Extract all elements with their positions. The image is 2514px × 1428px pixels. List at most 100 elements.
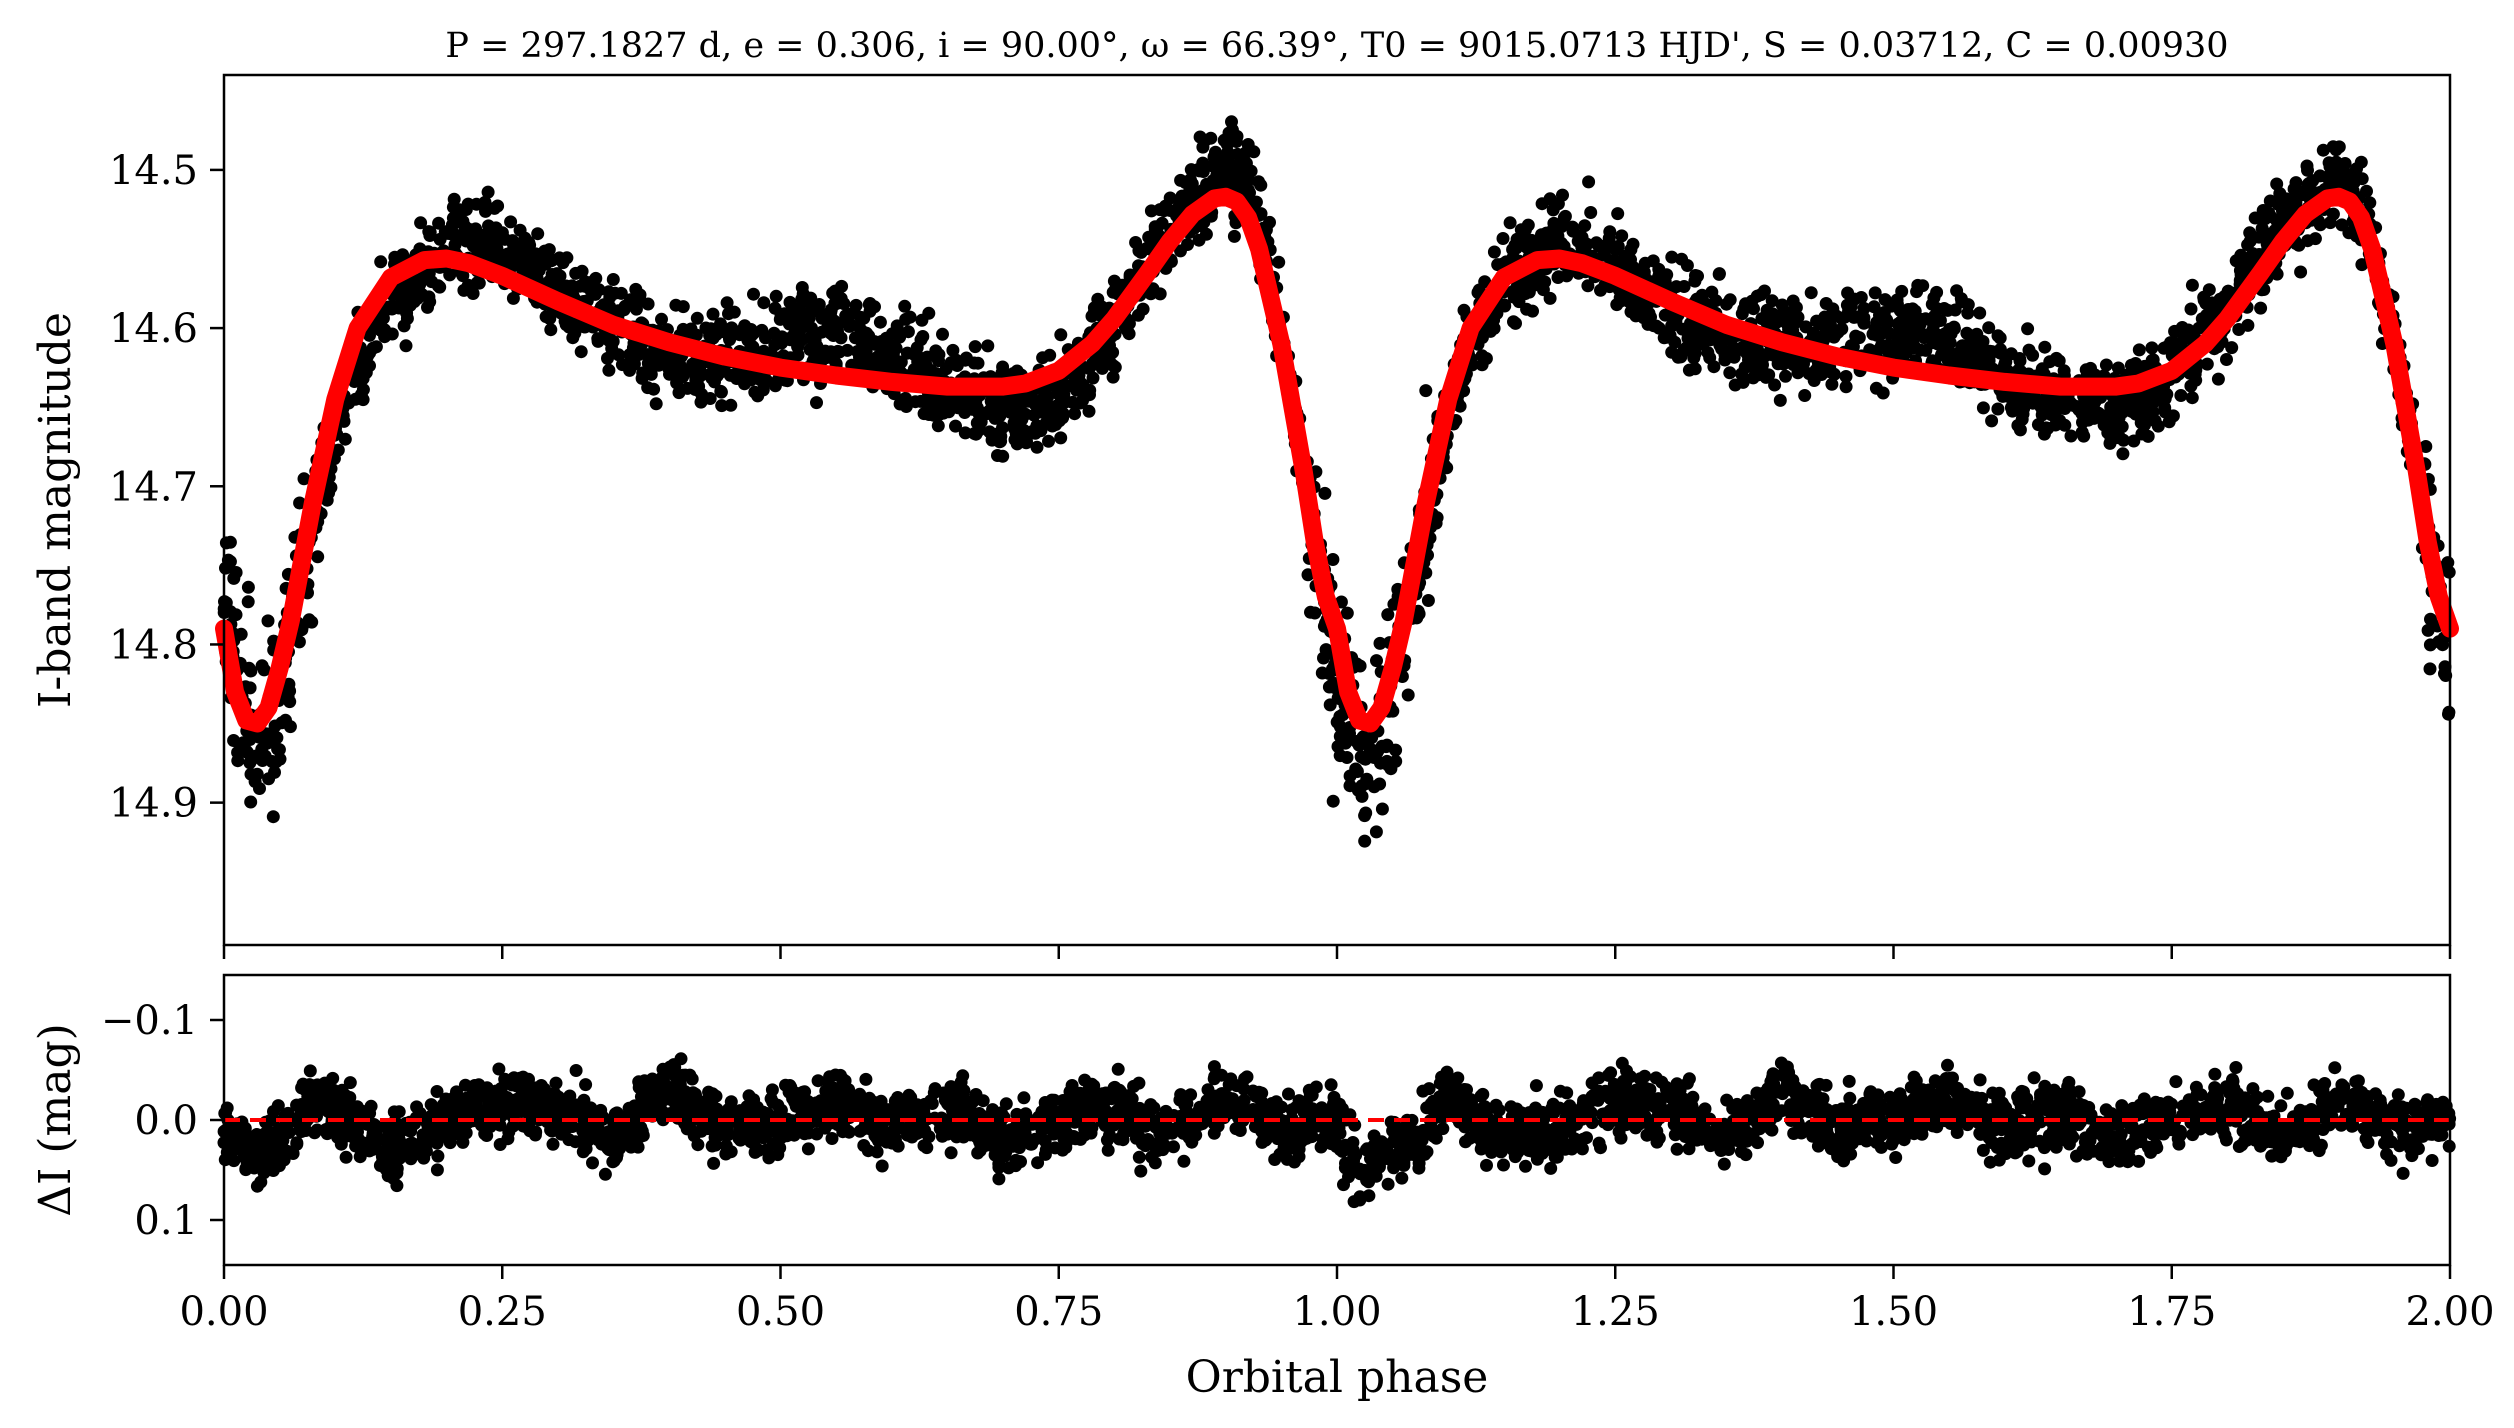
observation-point	[1948, 303, 1962, 317]
observation-point	[2162, 415, 2176, 429]
observation-point	[641, 297, 655, 311]
observation-point	[1181, 238, 1194, 251]
observation-point	[1877, 313, 1891, 327]
observation-point	[2141, 429, 2155, 443]
observation-point	[2323, 216, 2337, 230]
observation-point	[738, 377, 751, 391]
observation-point	[1930, 285, 1944, 299]
observation-point	[1909, 327, 1923, 341]
observation-point	[1227, 229, 1241, 243]
observation-point	[388, 250, 402, 264]
observation-point	[1840, 298, 1854, 312]
observation-point	[1132, 244, 1146, 258]
observation-point	[2263, 194, 2277, 208]
observation-point	[827, 314, 841, 328]
observation-point	[414, 216, 428, 230]
observation-point	[456, 269, 470, 283]
observation-point	[1073, 376, 1087, 390]
observation-point	[1009, 426, 1023, 440]
observation-point	[2181, 323, 2195, 337]
observation-point	[1762, 368, 1776, 382]
observation-point	[958, 426, 972, 440]
residual-point	[1614, 1131, 1628, 1145]
observation-point	[1775, 298, 1789, 312]
observation-point	[1496, 232, 1510, 245]
observation-point	[1746, 371, 1760, 385]
observation-point	[1890, 293, 1904, 307]
bottom-scatter-layer	[217, 1052, 2457, 1209]
observation-point	[1970, 327, 1984, 341]
observation-point	[2164, 336, 2177, 350]
observation-point	[853, 328, 867, 342]
observation-point	[2342, 226, 2356, 240]
residual-point	[1670, 1142, 1684, 1156]
observation-point	[422, 225, 436, 239]
observation-point	[2360, 184, 2373, 198]
observation-point	[1155, 216, 1169, 230]
residual-point	[944, 1146, 958, 1160]
observation-point	[1819, 297, 1833, 310]
observation-point	[1825, 377, 1839, 391]
residual-point	[492, 1062, 506, 1076]
observation-point	[2202, 283, 2216, 297]
observation-point	[544, 323, 558, 337]
top-scatter-layer	[217, 115, 2456, 848]
observation-point	[1375, 802, 1389, 816]
observation-point	[1188, 185, 1202, 199]
observation-point	[2200, 357, 2214, 371]
observation-point	[1854, 291, 1868, 304]
observation-point	[458, 219, 472, 233]
observation-point	[1749, 353, 1763, 367]
observation-point	[1765, 294, 1779, 308]
observation-point	[873, 315, 887, 329]
observation-point	[1241, 138, 1255, 151]
observation-point	[784, 333, 797, 347]
observation-point	[1196, 165, 1210, 178]
top-y-tick-label: 14.5	[109, 148, 198, 194]
observation-point	[1178, 176, 1192, 189]
observation-point	[2229, 254, 2243, 268]
observation-point	[1687, 351, 1701, 365]
observation-point	[1991, 329, 2005, 343]
observation-point	[2035, 362, 2049, 376]
observation-point	[983, 425, 997, 439]
observation-point	[244, 664, 258, 678]
observation-point	[1703, 351, 1717, 365]
observation-point	[826, 352, 840, 366]
observation-point	[471, 234, 485, 248]
residual-point	[2169, 1075, 2183, 1089]
residual-point	[801, 1142, 815, 1156]
observation-point	[2323, 160, 2337, 174]
observation-point	[511, 252, 525, 266]
observation-point	[1738, 360, 1752, 374]
observation-point	[695, 387, 709, 401]
observation-point	[1360, 772, 1374, 786]
observation-point	[1665, 250, 1679, 264]
observation-point	[532, 263, 546, 277]
observation-point	[253, 782, 266, 795]
observation-point	[706, 307, 720, 321]
observation-point	[1144, 204, 1158, 218]
observation-point	[2302, 176, 2316, 190]
observation-point	[1652, 262, 1666, 276]
observation-point	[1374, 756, 1387, 770]
observation-point	[1745, 294, 1759, 308]
observation-point	[1955, 339, 1969, 353]
observation-point	[629, 302, 643, 316]
observation-point	[1529, 272, 1543, 286]
observation-point	[1106, 370, 1120, 384]
residual-point	[1739, 1148, 1753, 1162]
observation-point	[606, 335, 620, 348]
observation-point	[1558, 209, 1572, 223]
residual-point	[1111, 1062, 1125, 1076]
observation-point	[810, 396, 823, 410]
observation-point	[1582, 175, 1596, 189]
observation-point	[1401, 688, 1415, 702]
observation-point	[2107, 415, 2120, 429]
residual-point	[875, 1159, 889, 1173]
residual-point	[2425, 1154, 2439, 1167]
observation-point	[641, 381, 655, 395]
observation-point	[425, 275, 439, 289]
observation-point	[633, 288, 647, 302]
observation-point	[1972, 343, 1986, 357]
